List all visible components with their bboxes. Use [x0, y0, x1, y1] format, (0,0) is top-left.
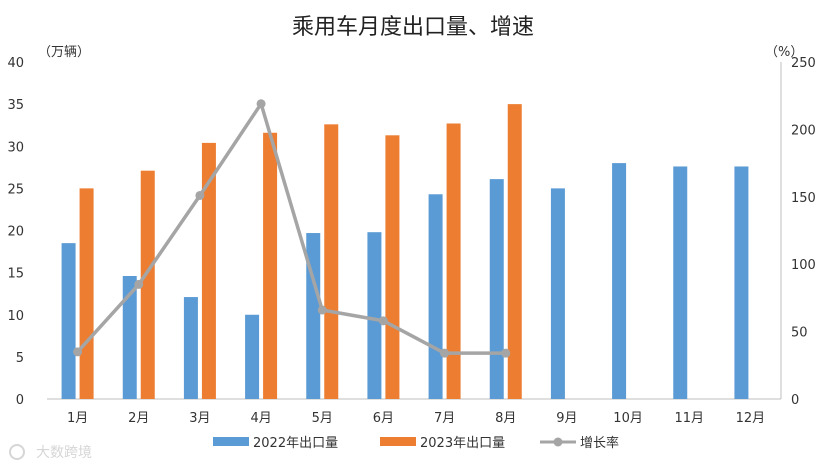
legend: 2022年出口量 2023年出口量 增长率	[213, 435, 619, 451]
growth-point	[378, 316, 388, 326]
bar-2022年出口量	[550, 188, 565, 399]
x-tick-label: 9月	[556, 411, 577, 426]
right-axis-unit: （%）	[765, 45, 803, 60]
bar-2022年出口量	[183, 297, 198, 399]
x-tick-label: 6月	[373, 411, 394, 426]
x-tick-label: 1月	[67, 411, 88, 426]
legend-label: 2022年出口量	[253, 436, 338, 451]
growth-line	[73, 99, 511, 358]
x-tick-label: 5月	[312, 411, 333, 426]
y-tick-label: 40	[7, 56, 24, 71]
left-axis-unit: （万辆）	[38, 45, 90, 60]
x-tick-label: 3月	[189, 411, 210, 426]
growth-point	[501, 348, 511, 358]
legend-label: 增长率	[580, 435, 619, 451]
bar-2023年出口量	[201, 142, 216, 399]
bar-2022年出口量	[612, 163, 627, 399]
y-tick-label: 35	[7, 98, 24, 113]
growth-point	[134, 279, 144, 289]
watermark-logo-icon	[9, 444, 25, 460]
growth-point	[440, 348, 450, 358]
y-tick-label: 10	[7, 309, 24, 324]
bar-2022年出口量	[122, 275, 137, 399]
y2-tick-label: 0	[791, 393, 799, 408]
x-tick-label: 8月	[495, 411, 516, 426]
bar-2022年出口量	[734, 166, 749, 399]
bar-2022年出口量	[245, 314, 260, 399]
x-tick-label: 2月	[128, 411, 149, 426]
bar-2022年出口量	[673, 166, 688, 399]
y2-tick-label: 150	[791, 191, 816, 206]
bar-2023年出口量	[324, 124, 339, 399]
x-tick-label: 12月	[736, 411, 766, 426]
bar-2022年出口量	[61, 243, 76, 399]
legend-swatch	[380, 437, 416, 446]
bar-2023年出口量	[385, 135, 400, 400]
bar-2023年出口量	[140, 170, 155, 399]
watermark-text: 大数跨境	[36, 445, 92, 461]
legend-swatch-marker	[553, 437, 563, 447]
legend-label: 2023年出口量	[420, 436, 505, 451]
bar-2023年出口量	[446, 123, 461, 399]
x-tick-label: 11月	[674, 411, 704, 426]
y2-tick-label: 100	[791, 258, 816, 273]
y-tick-label: 5	[16, 351, 24, 366]
x-tick-label: 10月	[613, 411, 643, 426]
growth-point	[256, 99, 266, 109]
chart-title: 乘用车月度出口量、增速	[292, 15, 534, 40]
y-tick-label: 30	[7, 140, 24, 155]
bar-2023年出口量	[507, 104, 522, 399]
bar-2023年出口量	[79, 188, 94, 399]
bar-2022年出口量	[489, 179, 504, 399]
axes: 0 5 10 15 20 25 30 35 40 0 50 100 150 200 250 1月 2月 3月 4月 5…	[7, 56, 815, 426]
bar-2022年出口量	[428, 194, 443, 399]
legend-swatch	[213, 437, 249, 446]
bar-2022年出口量	[367, 232, 382, 399]
bars	[61, 104, 749, 400]
bar-2023年出口量	[263, 132, 278, 399]
y2-tick-label: 200	[791, 123, 816, 138]
y-tick-label: 20	[7, 225, 24, 240]
y-tick-label: 0	[16, 393, 24, 408]
x-tick-label: 4月	[250, 411, 271, 426]
y2-tick-label: 250	[791, 56, 816, 71]
growth-line-path	[76, 102, 506, 355]
y2-tick-label: 50	[791, 326, 808, 341]
y-tick-label: 15	[7, 267, 24, 282]
growth-point	[73, 347, 83, 357]
growth-point	[317, 305, 327, 315]
y-tick-label: 25	[7, 182, 24, 197]
bar-2022年出口量	[306, 233, 321, 399]
growth-point	[195, 190, 205, 200]
watermark: 大数跨境	[9, 444, 92, 461]
x-tick-label: 7月	[434, 411, 455, 426]
